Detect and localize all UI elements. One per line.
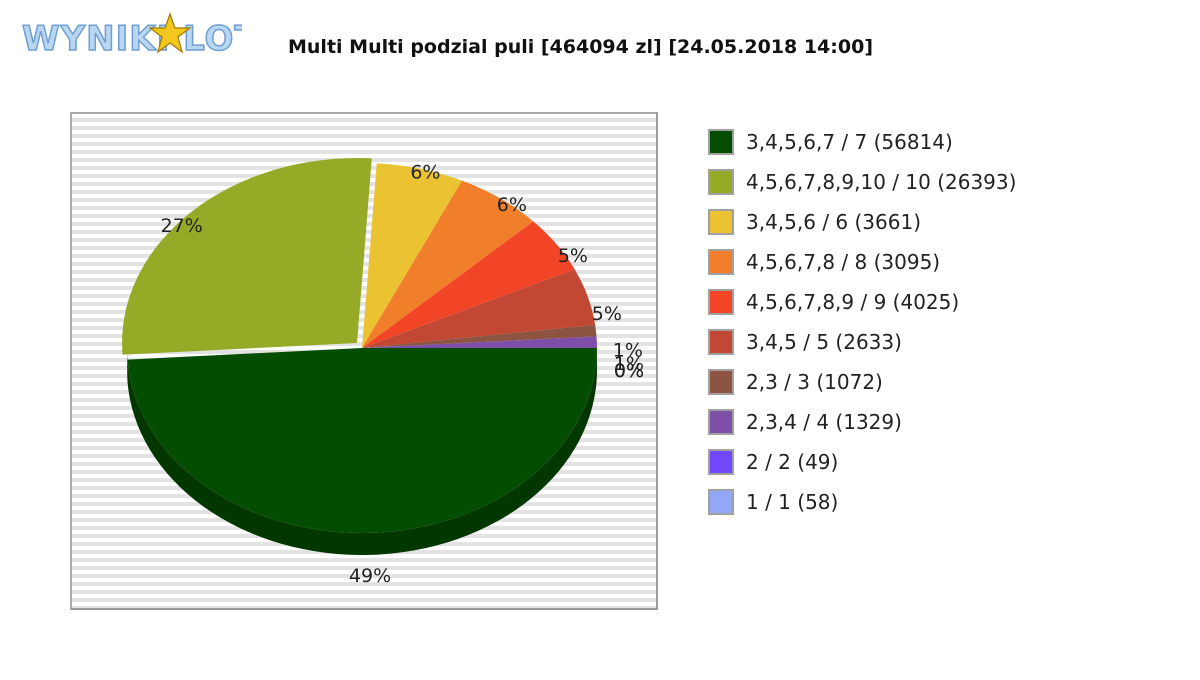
legend-item: 3,4,5 / 5 (2633) (708, 322, 1178, 362)
pie-slice (362, 269, 596, 348)
legend-item: 4,5,6,7,8,9 / 9 (4025) (708, 282, 1178, 322)
legend-item: 4,5,6,7,8 / 8 (3095) (708, 242, 1178, 282)
pie-percent-label: 5% (592, 303, 622, 325)
pie-percent-label: 1% (613, 340, 643, 362)
legend: 3,4,5,6,7 / 7 (56814) 4,5,6,7,8,9,10 / 10… (708, 122, 1178, 522)
legend-item: 4,5,6,7,8,9,10 / 10 (26393) (708, 162, 1178, 202)
legend-label: 2,3 / 3 (1072) (746, 370, 883, 394)
legend-item: 2 / 2 (49) (708, 442, 1178, 482)
legend-swatch (708, 329, 734, 355)
pie-percent-label: 49% (349, 565, 391, 587)
legend-label: 3,4,5,6 / 6 (3661) (746, 210, 922, 234)
legend-label: 4,5,6,7,8,9,10 / 10 (26393) (746, 170, 1017, 194)
legend-swatch (708, 209, 734, 235)
logo-text: WYNIKI LOTTO (22, 19, 242, 59)
legend-swatch (708, 129, 734, 155)
pie-slice (127, 348, 597, 533)
legend-swatch (708, 369, 734, 395)
legend-label: 2 / 2 (49) (746, 450, 839, 474)
pie-percent-label: 0% (614, 360, 644, 382)
pie-slice (362, 163, 463, 348)
pie-depth-layer (127, 348, 597, 555)
legend-item: 3,4,5,6 / 6 (3661) (708, 202, 1178, 242)
legend-label: 2,3,4 / 4 (1329) (746, 410, 902, 434)
legend-swatch (708, 449, 734, 475)
legend-label: 4,5,6,7,8 / 8 (3095) (746, 250, 941, 274)
legend-label: 4,5,6,7,8,9 / 9 (4025) (746, 290, 960, 314)
chart-title: Multi Multi podzial puli [464094 zl] [24… (288, 36, 874, 58)
legend-swatch (708, 169, 734, 195)
legend-item: 2,3 / 3 (1072) (708, 362, 1178, 402)
pie-percent-label: 0% (614, 360, 644, 382)
pie-slices (122, 158, 597, 533)
legend-label: 3,4,5,6,7 / 7 (56814) (746, 130, 953, 154)
logo: WYNIKI LOTTO (21, 12, 242, 60)
legend-swatch (708, 249, 734, 275)
pie-slice (122, 158, 372, 355)
pie-percent-label: 27% (161, 215, 203, 237)
pie-slice (362, 336, 597, 348)
pie-percent-labels: 49%27%6%6%5%5%1%1%0%0% (161, 161, 645, 586)
legend-label: 3,4,5 / 5 (2633) (746, 330, 902, 354)
pie-slice (362, 324, 597, 348)
pie-percent-label: 5% (558, 245, 588, 267)
star-icon (148, 12, 192, 54)
pie-chart: 49%27%6%6%5%5%1%1%0%0% (122, 158, 645, 587)
pie-percent-label: 6% (497, 194, 527, 216)
legend-item: 3,4,5,6,7 / 7 (56814) (708, 122, 1178, 162)
legend-item: 2,3,4 / 4 (1329) (708, 402, 1178, 442)
pie-percent-label: 6% (410, 161, 440, 183)
legend-swatch (708, 489, 734, 515)
pie-slice (362, 180, 534, 348)
legend-label: 1 / 1 (58) (746, 490, 839, 514)
pie-percent-label: 1% (614, 353, 644, 375)
legend-swatch (708, 289, 734, 315)
legend-swatch (708, 409, 734, 435)
pie-slice (362, 221, 575, 348)
legend-item: 1 / 1 (58) (708, 482, 1178, 522)
